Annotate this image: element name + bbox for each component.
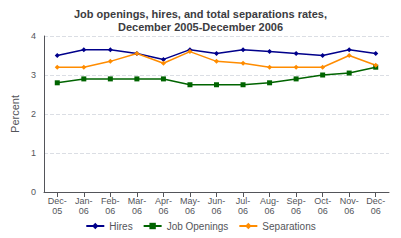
svg-text:Jun-: Jun-: [208, 196, 226, 206]
svg-text:Dec-: Dec-: [48, 196, 67, 206]
svg-text:Job openings, hires, and total: Job openings, hires, and total separatio…: [74, 8, 327, 20]
svg-text:Separations: Separations: [262, 221, 315, 232]
svg-text:4: 4: [31, 31, 36, 41]
svg-text:Dec-: Dec-: [366, 196, 385, 206]
svg-text:Jul-: Jul-: [236, 196, 251, 206]
svg-text:Hires: Hires: [109, 221, 132, 232]
svg-text:Job Openings: Job Openings: [167, 221, 229, 232]
svg-text:05: 05: [52, 206, 62, 216]
svg-text:2: 2: [31, 109, 36, 119]
svg-text:06: 06: [211, 206, 221, 216]
svg-text:Apr-: Apr-: [155, 196, 172, 206]
svg-text:Jan-: Jan-: [75, 196, 93, 206]
svg-text:06: 06: [132, 206, 142, 216]
svg-text:06: 06: [238, 206, 248, 216]
svg-text:06: 06: [291, 206, 301, 216]
svg-text:06: 06: [318, 206, 328, 216]
svg-text:06: 06: [185, 206, 195, 216]
svg-text:May-: May-: [180, 196, 200, 206]
svg-text:1: 1: [31, 148, 36, 158]
svg-text:December 2005-December 2006: December 2005-December 2006: [118, 21, 283, 33]
svg-text:Mar-: Mar-: [128, 196, 147, 206]
svg-text:Percent: Percent: [9, 95, 21, 133]
svg-text:06: 06: [79, 206, 89, 216]
svg-text:06: 06: [371, 206, 381, 216]
svg-text:0: 0: [31, 187, 36, 197]
svg-text:Nov-: Nov-: [340, 196, 359, 206]
svg-text:06: 06: [105, 206, 115, 216]
svg-text:06: 06: [265, 206, 275, 216]
svg-text:3: 3: [31, 70, 36, 80]
svg-text:06: 06: [158, 206, 168, 216]
svg-text:06: 06: [344, 206, 354, 216]
svg-text:Oct-: Oct-: [314, 196, 331, 206]
svg-text:Feb-: Feb-: [101, 196, 120, 206]
svg-text:Aug-: Aug-: [260, 196, 279, 206]
svg-text:Sep-: Sep-: [287, 196, 306, 206]
